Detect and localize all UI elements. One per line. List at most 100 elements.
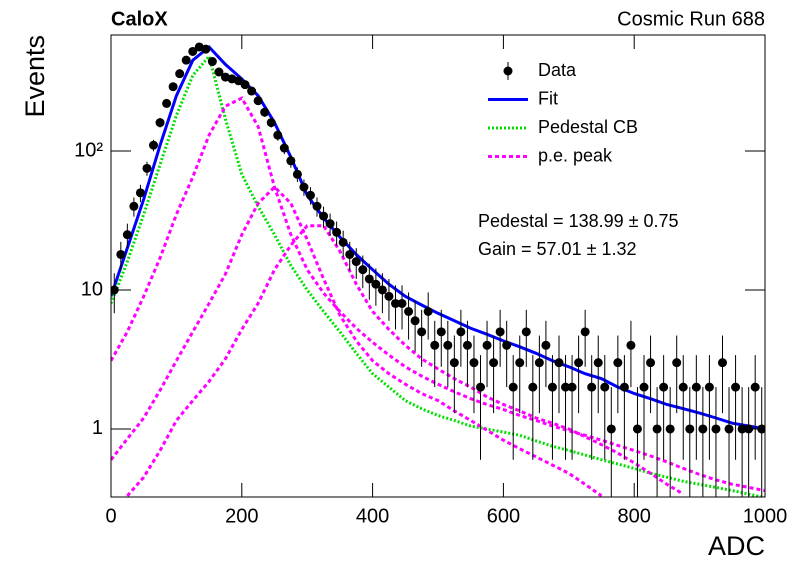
data-point: [508, 382, 518, 392]
data-point: [750, 382, 760, 392]
chart-title: CaloX: [111, 8, 168, 30]
legend-label: p.e. peak: [538, 145, 613, 165]
data-point: [312, 201, 322, 211]
data-point: [286, 156, 296, 166]
data-point: [162, 98, 172, 108]
data-point: [652, 424, 662, 434]
fit-annotation: Pedestal = 138.99 ± 0.75: [478, 211, 679, 231]
data-point: [639, 382, 649, 392]
x-tick-label: 600: [487, 505, 520, 527]
data-point: [305, 190, 315, 200]
data-point: [260, 107, 270, 117]
data-point: [462, 340, 472, 350]
data-point: [672, 358, 682, 368]
data-point: [489, 358, 499, 368]
data-point: [292, 169, 302, 179]
data-point: [482, 340, 492, 350]
data-point: [495, 327, 505, 337]
y-tick-label: 10²: [74, 139, 103, 161]
data-point: [358, 265, 368, 275]
data-point: [476, 382, 486, 392]
x-tick-label: 400: [356, 505, 389, 527]
data-point: [175, 69, 185, 79]
legend-label: Fit: [538, 88, 558, 108]
data-point: [234, 76, 244, 86]
data-point: [364, 274, 374, 284]
data-point: [521, 327, 531, 337]
data-point: [155, 118, 165, 128]
data-point: [724, 424, 734, 434]
data-point: [587, 382, 597, 392]
data-point: [515, 358, 525, 368]
axes: 0 200 400 600 800 1000 1 10 10² Data Fit Pedestal C…: [74, 35, 787, 527]
data-point: [351, 257, 361, 267]
data-point: [574, 358, 584, 368]
data-point: [201, 44, 211, 54]
data-point: [632, 424, 642, 434]
data-point: [541, 340, 551, 350]
frame: [110, 34, 766, 498]
data-point: [449, 358, 459, 368]
data-point: [423, 307, 433, 317]
data-point: [168, 82, 178, 92]
data-point: [214, 67, 224, 77]
data-point: [188, 46, 198, 56]
data-point: [345, 249, 355, 259]
data-point: [417, 327, 427, 337]
data-point: [580, 327, 590, 337]
data-point: [731, 382, 741, 392]
data-point: [593, 358, 603, 368]
data-point: [319, 211, 329, 221]
x-axis-label: ADC: [708, 531, 765, 561]
data-point: [456, 327, 466, 337]
data-point: [626, 340, 636, 350]
fit-curve: [111, 44, 765, 431]
data-point: [502, 340, 512, 350]
data-point: [377, 285, 387, 295]
legend-marker: [503, 66, 513, 76]
x-tick-label: 800: [618, 505, 651, 527]
data-point: [547, 382, 557, 392]
data-point: [116, 249, 126, 259]
plot-area: [111, 42, 765, 497]
x-tick-label: 200: [225, 505, 258, 527]
data-point: [691, 382, 701, 392]
y-axis-label: Events: [20, 35, 50, 118]
fit-curve: [111, 96, 765, 493]
chart-subtitle: Cosmic Run 688: [617, 8, 765, 30]
data-point: [619, 382, 629, 392]
data-point: [698, 424, 708, 434]
data-point: [567, 382, 577, 392]
fit-curve: [111, 53, 765, 497]
data-point: [129, 201, 139, 211]
data-point: [678, 382, 688, 392]
data-point: [240, 80, 250, 90]
y-tick-label: 10: [81, 278, 103, 300]
data-point: [410, 316, 420, 326]
legend-label: Pedestal CB: [538, 117, 638, 137]
data-point: [149, 140, 159, 150]
data-point: [469, 358, 479, 368]
data-point: [299, 182, 309, 192]
data-point: [659, 382, 669, 392]
y-tick-label: 1: [92, 417, 103, 439]
fit-annotation: Gain = 57.01 ± 1.32: [478, 239, 637, 259]
data-point: [181, 55, 191, 65]
data-point: [665, 424, 675, 434]
data-point: [646, 358, 656, 368]
data-point: [717, 358, 727, 368]
data-point: [613, 358, 623, 368]
data-point: [135, 188, 145, 198]
data-point: [443, 340, 453, 350]
data-point: [273, 130, 283, 140]
data-point: [554, 358, 564, 368]
data-point: [436, 327, 446, 337]
data-point: [430, 340, 440, 350]
data-point: [606, 424, 616, 434]
data-point: [253, 96, 263, 106]
data-point: [332, 227, 342, 237]
data-point: [561, 382, 571, 392]
